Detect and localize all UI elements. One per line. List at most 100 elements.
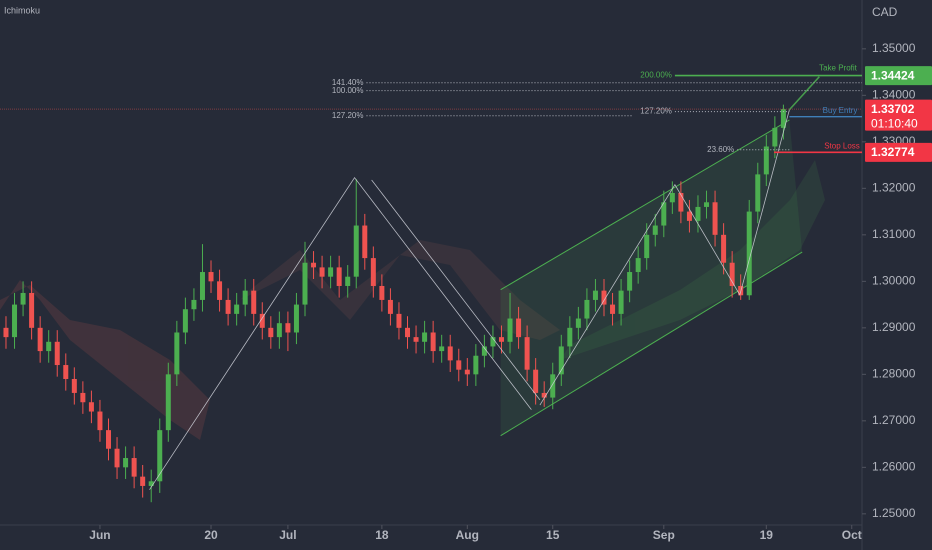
candle-body bbox=[635, 258, 641, 273]
candle-body bbox=[88, 402, 94, 412]
y-tick-label: 1.30000 bbox=[872, 274, 916, 288]
y-tick-label: 1.34000 bbox=[872, 87, 916, 101]
y-tick-label: 1.31000 bbox=[872, 227, 916, 241]
candle-body bbox=[746, 211, 752, 296]
candle-body bbox=[712, 202, 718, 235]
x-tick-label: Oct bbox=[842, 528, 862, 542]
candle-body bbox=[755, 174, 761, 212]
candle-body bbox=[29, 292, 35, 328]
candle-body bbox=[3, 327, 9, 338]
candle-body bbox=[80, 392, 86, 403]
candle-body bbox=[379, 285, 385, 300]
candle-body bbox=[721, 234, 727, 263]
candle-body bbox=[584, 299, 590, 319]
cloud-bear bbox=[0, 280, 210, 440]
candle-body bbox=[498, 337, 504, 342]
candle-body bbox=[370, 258, 376, 286]
candles bbox=[3, 104, 786, 503]
candle-body bbox=[285, 323, 291, 333]
countdown-text: 01:10:40 bbox=[871, 116, 918, 130]
stop-loss-price-box bbox=[865, 142, 932, 162]
last-price-text: 1.33702 bbox=[871, 102, 915, 116]
ichimoku-cloud bbox=[0, 160, 825, 440]
candle-body bbox=[516, 318, 522, 338]
candle-body bbox=[12, 304, 18, 338]
y-tick-label: 1.28000 bbox=[872, 367, 916, 381]
candle-body bbox=[610, 304, 616, 314]
fib-label: 127.20% bbox=[332, 111, 364, 120]
candle-body bbox=[174, 332, 180, 375]
candle-body bbox=[114, 448, 120, 468]
trend-drawing bbox=[371, 179, 541, 401]
candle-body bbox=[422, 332, 428, 342]
candle-body bbox=[336, 267, 342, 286]
y-tick-label: 1.29000 bbox=[872, 320, 916, 334]
candle-body bbox=[328, 267, 334, 277]
candle-body bbox=[157, 430, 163, 482]
candle-body bbox=[533, 369, 539, 393]
candle-body bbox=[387, 299, 393, 314]
candle-body bbox=[148, 481, 154, 486]
candle-body bbox=[507, 318, 513, 342]
fib-label: 100.00% bbox=[332, 86, 364, 95]
candle-body bbox=[678, 192, 684, 212]
y-tick-label: 1.26000 bbox=[872, 460, 916, 474]
y-tick-label: 1.27000 bbox=[872, 413, 916, 427]
candle-body bbox=[20, 292, 26, 305]
candle-body bbox=[763, 146, 769, 175]
candle-body bbox=[319, 267, 325, 277]
candle-body bbox=[704, 202, 710, 207]
candle-body bbox=[182, 309, 188, 333]
x-tick-label: 15 bbox=[546, 528, 560, 542]
candle-body bbox=[575, 318, 581, 328]
x-tick-label: 20 bbox=[204, 528, 218, 542]
y-tick-label: 1.32000 bbox=[872, 181, 916, 195]
candle-body bbox=[413, 337, 419, 342]
candle-body bbox=[251, 290, 257, 314]
candle-body bbox=[123, 458, 129, 468]
candle-body bbox=[447, 346, 453, 361]
x-tick-label: Jun bbox=[89, 528, 110, 542]
candle-body bbox=[550, 374, 556, 398]
candle-body bbox=[456, 360, 462, 370]
candle-body bbox=[225, 299, 231, 314]
y-tick-label: 1.25000 bbox=[872, 506, 916, 520]
candle-body bbox=[481, 346, 487, 356]
candle-body bbox=[618, 290, 624, 314]
candle-body bbox=[490, 337, 496, 347]
candle-body bbox=[353, 225, 359, 277]
candle-body bbox=[208, 272, 214, 282]
candle-body bbox=[191, 299, 197, 310]
candle-body bbox=[199, 272, 205, 300]
cloud-bull bbox=[560, 160, 825, 360]
x-tick-label: Sep bbox=[653, 528, 675, 542]
candle-body bbox=[430, 332, 436, 352]
candle-body bbox=[780, 109, 786, 128]
candle-body bbox=[217, 281, 223, 300]
last-price-box bbox=[865, 99, 932, 131]
candle-body bbox=[54, 341, 60, 366]
candle-body bbox=[567, 327, 573, 347]
candle-body bbox=[729, 262, 735, 286]
candle-body bbox=[592, 290, 598, 300]
candle-body bbox=[140, 476, 146, 486]
currency-label: CAD bbox=[872, 5, 898, 19]
candle-body bbox=[293, 304, 299, 333]
fib-label: 141.40% bbox=[332, 78, 364, 87]
x-tick-label: 19 bbox=[760, 528, 774, 542]
cloud-bear bbox=[240, 240, 560, 340]
y-tick-label: 1.35000 bbox=[872, 41, 916, 55]
stop-loss-label: Stop Loss bbox=[824, 141, 860, 150]
stop-loss-price-text: 1.32774 bbox=[871, 145, 915, 159]
trend-drawing bbox=[149, 176, 532, 490]
channel-line bbox=[500, 119, 790, 291]
candle-body bbox=[772, 127, 778, 147]
candle-body bbox=[63, 365, 69, 379]
candle-body bbox=[686, 211, 692, 221]
candle-body bbox=[405, 327, 411, 338]
candle-body bbox=[105, 430, 111, 449]
candle-body bbox=[627, 272, 633, 291]
candle-body bbox=[131, 458, 137, 477]
take-profit-price-text: 1.34424 bbox=[871, 68, 915, 82]
candle-body bbox=[524, 337, 530, 370]
